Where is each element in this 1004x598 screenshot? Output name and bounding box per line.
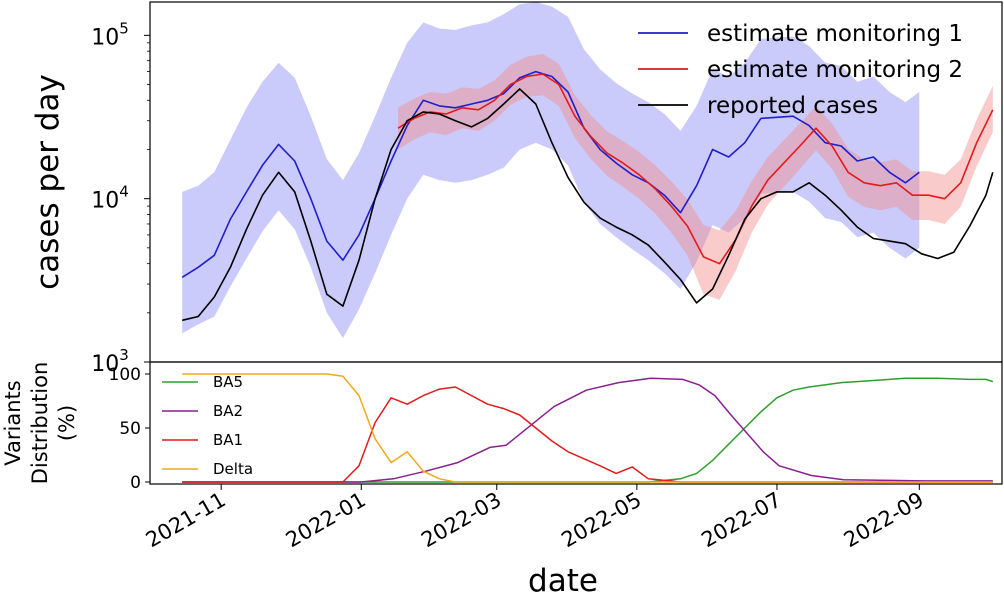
x-tick-label: 2022-09: [840, 488, 928, 553]
y-tick-label: 104: [91, 183, 129, 214]
x-tick-label: 2022-07: [697, 488, 785, 553]
top-panel-bands: [182, 2, 993, 339]
line-ba5: [182, 377, 994, 483]
x-tick-label: 2022-03: [417, 488, 505, 553]
line-ba2: [182, 377, 993, 483]
y-tick-label: 50: [119, 419, 141, 439]
line-ba1: [182, 386, 993, 483]
x-tick-label: 2021-11: [142, 488, 230, 553]
band-estimate-monitoring-2: [398, 53, 993, 300]
band-estimate-monitoring-1: [182, 2, 920, 339]
x-axis-label: date: [528, 563, 598, 594]
bottom-panel-lines: [182, 373, 994, 483]
x-tick-label: 2022-05: [557, 488, 645, 553]
legend-label-delta: Delta: [213, 460, 253, 478]
legend-label-estimate-monitoring-2: estimate monitoring 2: [707, 57, 963, 83]
legend-top: estimate monitoring 1 estimate monitoring…: [638, 21, 963, 119]
top-panel-lines: [181, 70, 994, 322]
line-delta: [182, 373, 993, 483]
x-axis: 2021-11 2022-01 2022-03 2022-05 2022-07 2022-…: [142, 484, 928, 552]
y-tick-label: 105: [91, 19, 129, 50]
bottom-panel-frame: [149, 361, 1003, 485]
y-tick-label: 100: [109, 365, 141, 385]
line-estimate-monitoring-2: [397, 73, 994, 265]
x-tick-label: 2022-01: [282, 488, 370, 553]
legend-label-ba2: BA2: [213, 402, 243, 420]
y-tick-label: 0: [130, 473, 141, 493]
legend-label-ba1: BA1: [213, 431, 243, 449]
legend-bottom: BA5 BA2 BA1 Delta: [162, 373, 253, 478]
legend-label-ba5: BA5: [213, 373, 243, 391]
bottom-y-axis: 0 50 100: [109, 365, 150, 493]
legend-label-reported-cases: reported cases: [707, 93, 878, 119]
y-axis-label-bottom-line1: Variants: [1, 380, 25, 465]
line-estimate-monitoring-1: [181, 70, 920, 278]
line-reported-cases: [182, 88, 994, 322]
legend-label-estimate-monitoring-1: estimate monitoring 1: [707, 21, 963, 47]
y-axis-label-bottom-line2: Distribution: [28, 362, 52, 485]
y-axis-label-top: cases per day: [30, 74, 66, 290]
y-axis-label-bottom-line3: (%): [55, 405, 79, 441]
